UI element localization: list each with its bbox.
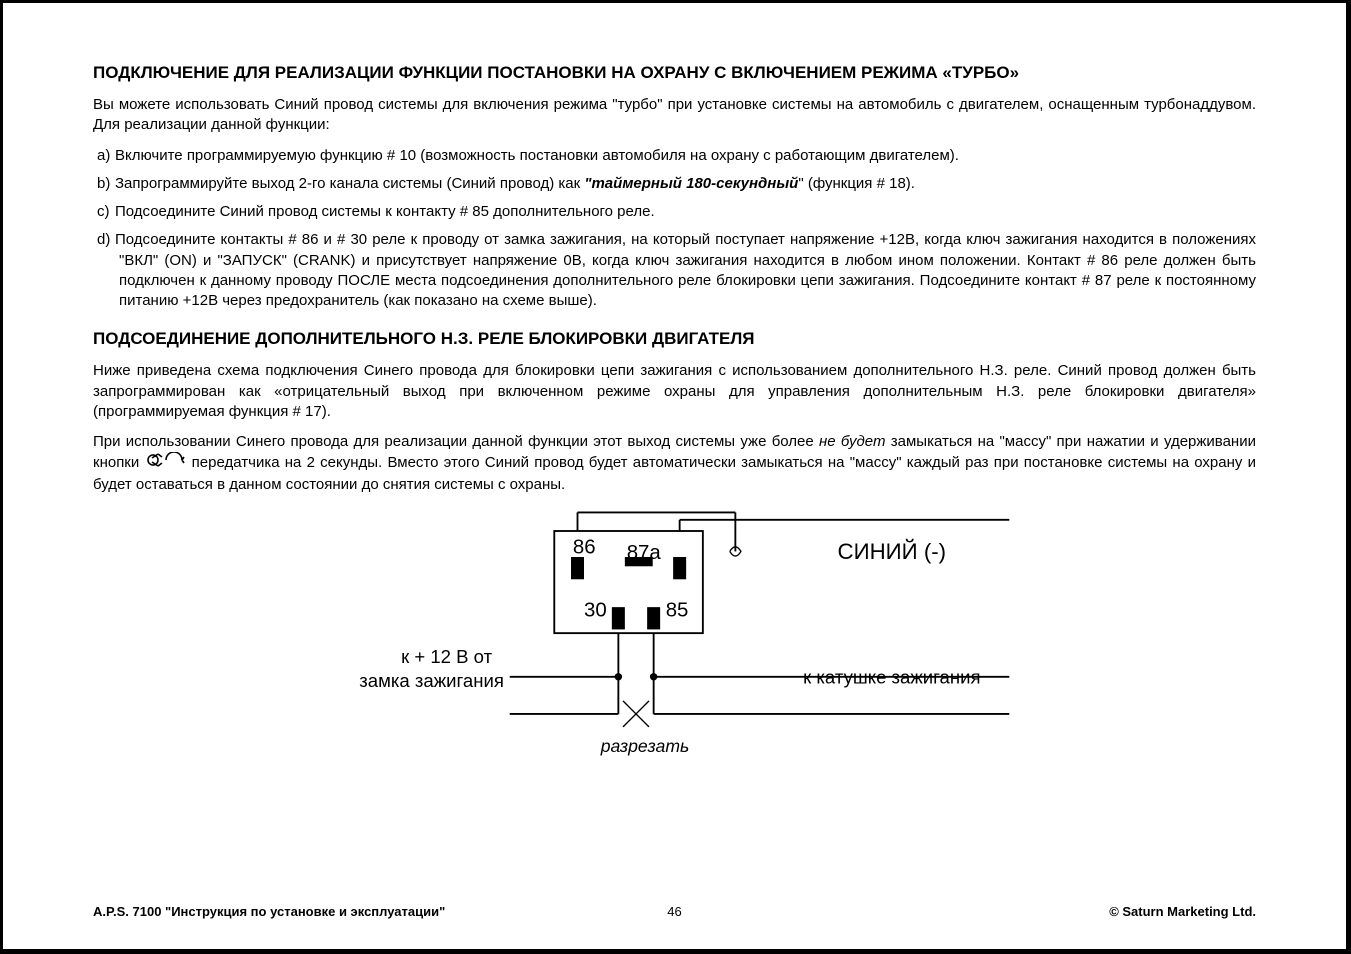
list-item-d: d)Подсоедините контакты # 86 и # 30 реле… bbox=[93, 230, 1256, 311]
list-text-post: " (функция # 18). bbox=[798, 175, 915, 192]
section2-title: ПОДСОЕДИНЕНИЕ ДОПОЛНИТЕЛЬНОГО Н.З. РЕЛЕ … bbox=[93, 329, 1256, 349]
list-text-pre: Запрограммируйте выход 2-го канала систе… bbox=[115, 175, 584, 192]
svg-text:к катушке зажигания: к катушке зажигания bbox=[803, 666, 980, 687]
section1-intro: Вы можете использовать Синий провод сист… bbox=[93, 95, 1256, 136]
list-text: Подсоедините контакты # 86 и # 30 реле к… bbox=[115, 231, 1256, 309]
svg-text:30: 30 bbox=[584, 599, 607, 621]
diagram-svg: 86 87a 30 85 СИНИЙ (-) к + 12 В от замка зажиг… bbox=[265, 505, 1085, 765]
list-letter: c) bbox=[97, 202, 115, 222]
section1-list: a)Включите программируемую функцию # 10 … bbox=[93, 146, 1256, 312]
svg-text:86: 86 bbox=[572, 536, 595, 558]
svg-text:разрезать: разрезать bbox=[599, 736, 689, 756]
page-frame: ПОДКЛЮЧЕНИЕ ДЛЯ РЕАЛИЗАЦИИ ФУНКЦИИ ПОСТА… bbox=[0, 0, 1351, 954]
p2-pre: При использовании Синего провода для реа… bbox=[93, 433, 819, 450]
list-letter: b) bbox=[97, 174, 115, 194]
page-number: 46 bbox=[93, 904, 1256, 919]
section2-p2: При использовании Синего провода для реа… bbox=[93, 432, 1256, 495]
p2-em: не будет bbox=[819, 433, 885, 450]
relay-diagram: 86 87a 30 85 СИНИЙ (-) к + 12 В от замка зажиг… bbox=[93, 505, 1256, 770]
content-area: ПОДКЛЮЧЕНИЕ ДЛЯ РЕАЛИЗАЦИИ ФУНКЦИИ ПОСТА… bbox=[43, 33, 1306, 770]
p2-post: передатчика на 2 секунды. Вместо этого С… bbox=[93, 454, 1256, 492]
svg-text:87a: 87a bbox=[626, 542, 661, 564]
list-text-em: "таймерный 180-секундный bbox=[584, 175, 798, 192]
svg-text:к + 12 В от: к + 12 В от bbox=[401, 646, 493, 667]
list-text: Включите программируемую функцию # 10 (в… bbox=[115, 147, 959, 164]
list-text: Подсоедините Синий провод системы к конт… bbox=[115, 203, 655, 220]
list-item-b: b)Запрограммируйте выход 2-го канала сис… bbox=[93, 174, 1256, 194]
svg-text:СИНИЙ (-): СИНИЙ (-) bbox=[837, 539, 946, 564]
list-letter: d) bbox=[97, 230, 115, 250]
transmitter-key-icon bbox=[144, 452, 186, 474]
page-footer: 46 A.P.S. 7100 "Инструкция по установке … bbox=[93, 904, 1256, 919]
svg-text:замка зажигания: замка зажигания bbox=[359, 670, 504, 691]
section2-p1: Ниже приведена схема подключения Синего … bbox=[93, 361, 1256, 422]
svg-text:85: 85 bbox=[665, 599, 688, 621]
list-letter: a) bbox=[97, 146, 115, 166]
list-item-a: a)Включите программируемую функцию # 10 … bbox=[93, 146, 1256, 166]
section1-title: ПОДКЛЮЧЕНИЕ ДЛЯ РЕАЛИЗАЦИИ ФУНКЦИИ ПОСТА… bbox=[93, 63, 1256, 83]
list-item-c: c)Подсоедините Синий провод системы к ко… bbox=[93, 202, 1256, 222]
